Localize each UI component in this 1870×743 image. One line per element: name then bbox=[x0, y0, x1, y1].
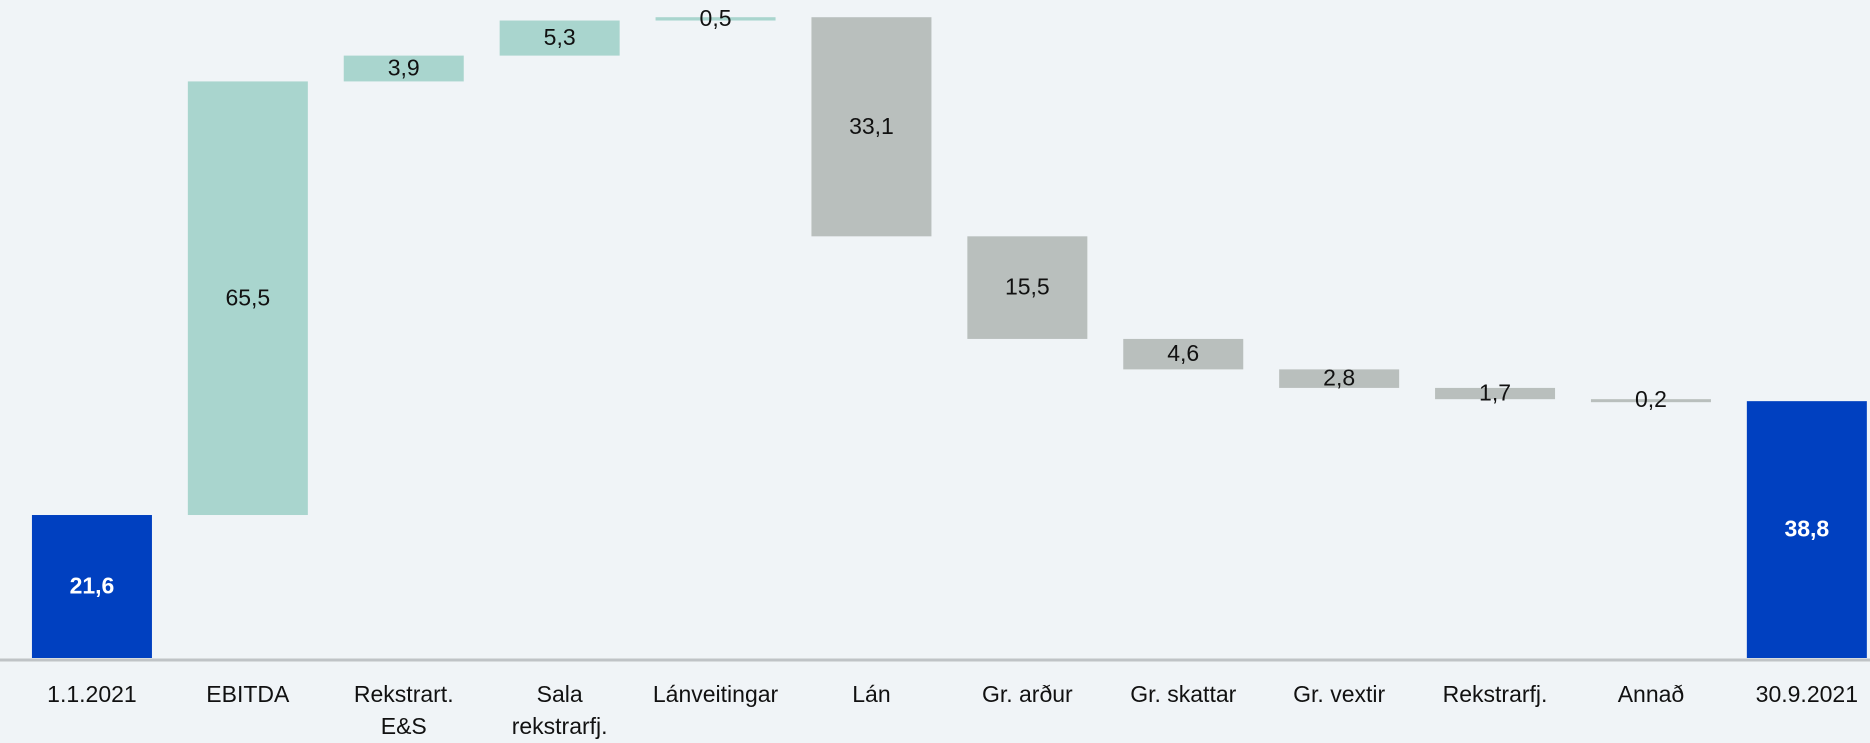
data-label: 2,8 bbox=[1323, 365, 1355, 391]
bar bbox=[1590, 399, 1711, 403]
data-label: 15,5 bbox=[1005, 274, 1050, 300]
bar bbox=[31, 515, 152, 658]
data-label: 38,8 bbox=[1784, 516, 1829, 542]
data-label: 21,6 bbox=[70, 573, 115, 599]
bar bbox=[811, 17, 932, 237]
bar bbox=[187, 81, 308, 516]
x-tick-label: Gr. skattar bbox=[1130, 681, 1236, 707]
x-tick-label: Rekstrart. E&S bbox=[354, 681, 454, 739]
data-label: 0,5 bbox=[700, 5, 732, 31]
data-label: 5,3 bbox=[544, 24, 576, 50]
data-label: 33,1 bbox=[849, 113, 894, 139]
bar bbox=[655, 17, 776, 21]
bar bbox=[1746, 401, 1867, 658]
x-tick-label: EBITDA bbox=[206, 681, 290, 707]
data-label: 1,7 bbox=[1479, 380, 1511, 406]
data-label: 65,5 bbox=[225, 284, 270, 310]
data-label: 3,9 bbox=[388, 55, 420, 81]
bar bbox=[499, 20, 620, 56]
x-tick-label: Lán bbox=[852, 681, 890, 707]
x-tick-label: Lánveitingar bbox=[653, 681, 779, 707]
x-tick-label: Gr. vextir bbox=[1293, 681, 1385, 707]
x-tick-label: 30.9.2021 bbox=[1756, 681, 1858, 707]
x-tick-label: Gr. arður bbox=[982, 681, 1073, 707]
x-tick-label: Sala rekstrarfj. bbox=[512, 681, 608, 739]
x-tick-label: 1.1.2021 bbox=[47, 681, 137, 707]
bar bbox=[1123, 338, 1244, 370]
bar bbox=[1279, 369, 1400, 388]
data-label: 4,6 bbox=[1167, 340, 1199, 366]
bar bbox=[1435, 387, 1556, 400]
x-tick-label: Annað bbox=[1618, 681, 1685, 707]
bar bbox=[967, 236, 1088, 339]
x-tick-label: Rekstrarfj. bbox=[1443, 681, 1548, 707]
data-label: 0,2 bbox=[1635, 386, 1667, 412]
bar bbox=[343, 55, 464, 82]
